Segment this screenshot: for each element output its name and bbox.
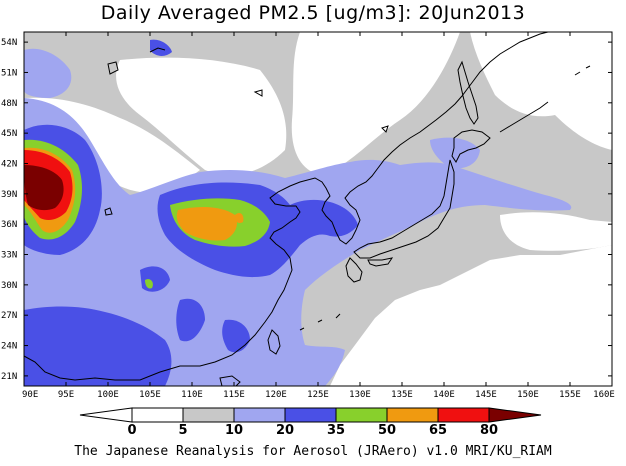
lon-tick-label: 145E [475, 390, 497, 400]
longitude-axis: 90E 95E 100E 105E 110E 115E 120E 125E 130E 135E 14… [22, 32, 615, 400]
lon-tick-label: 105E [139, 390, 161, 400]
concentration-fields [24, 32, 612, 386]
lon-tick-label: 135E [391, 390, 413, 400]
lon-tick-label: 140E [433, 390, 455, 400]
colorbar-segment [131, 407, 184, 423]
lat-tick-label: 45N [1, 129, 17, 139]
colorbar-segment [437, 407, 490, 423]
lat-tick-label: 54N [1, 38, 17, 48]
lon-tick-label: 155E [559, 390, 581, 400]
lat-tick-label: 51N [1, 68, 17, 78]
colorbar-segment [335, 407, 388, 423]
colorbar-label: 0 [127, 423, 136, 438]
lon-tick-label: 160E [593, 390, 615, 400]
colorbar-segment [233, 407, 286, 423]
colorbar-segment [284, 407, 337, 423]
colorbar-label: 35 [327, 423, 345, 438]
colorbar-over-arrow [488, 407, 542, 423]
lat-tick-label: 48N [1, 99, 17, 109]
lat-tick-label: 24N [1, 342, 17, 352]
lat-tick-label: 33N [1, 251, 17, 261]
coastlines [24, 32, 591, 386]
lon-tick-label: 90E [22, 390, 38, 400]
colorbar-label: 65 [429, 423, 447, 438]
lon-tick-label: 120E [265, 390, 287, 400]
lat-tick-label: 27N [1, 311, 17, 321]
credit-line: The Japanese Reanalysis for Aerosol (JRA… [74, 444, 552, 459]
latitude-axis: 21N 24N 27N 30N 33N 36N 39N 42N 45N 48N 51N 54N [1, 38, 612, 382]
map-title: Daily Averaged PM2.5 [ug/m3]: 20Jun2013 [100, 2, 526, 24]
lat-tick-label: 39N [1, 190, 17, 200]
lat-tick-label: 21N [1, 372, 17, 382]
colorbar-segment [386, 407, 439, 423]
lat-tick-label: 42N [1, 159, 17, 169]
lon-tick-label: 95E [58, 390, 74, 400]
lat-tick-label: 36N [1, 220, 17, 230]
colorbar-label: 80 [480, 423, 498, 438]
colorbar-under-arrow [79, 407, 133, 423]
colorbar-segment [182, 407, 235, 423]
colorbar-label: 20 [276, 423, 294, 438]
colorbar-label: 10 [225, 423, 243, 438]
colorbar-label: 50 [378, 423, 396, 438]
colorbar: 0 5 10 20 35 50 65 80 [79, 407, 542, 438]
lon-tick-label: 125E [307, 390, 329, 400]
band-80-plus [24, 165, 64, 211]
lat-tick-label: 30N [1, 281, 17, 291]
lon-tick-label: 150E [517, 390, 539, 400]
lon-tick-label: 115E [223, 390, 245, 400]
lon-tick-label: 100E [97, 390, 119, 400]
lon-tick-label: 130E [349, 390, 371, 400]
lon-tick-label: 110E [181, 390, 203, 400]
colorbar-label: 5 [178, 423, 187, 438]
